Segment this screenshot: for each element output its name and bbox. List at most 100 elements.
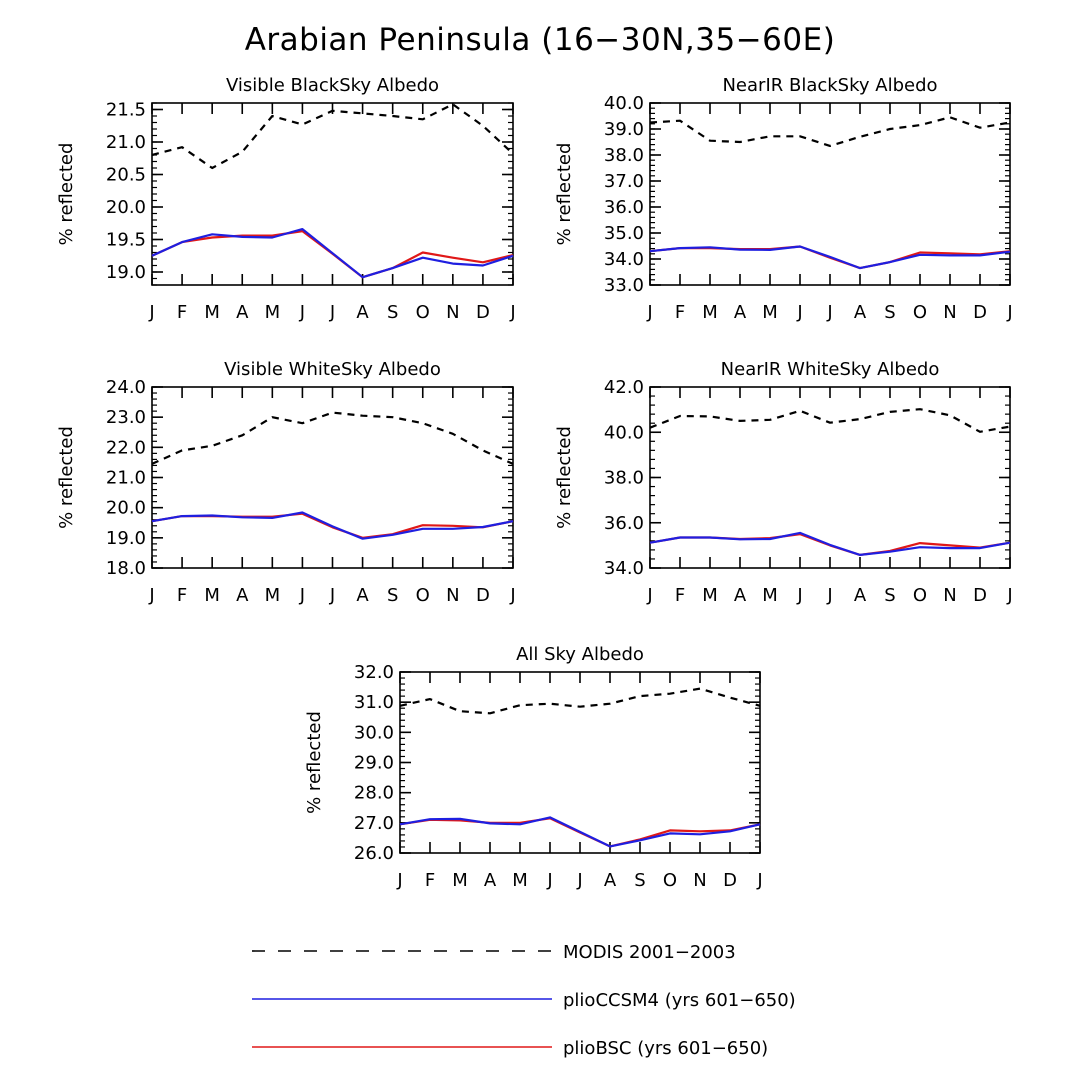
- y-tick-label: 24.0: [106, 377, 146, 398]
- x-tick-label: M: [762, 302, 778, 323]
- series-pliocsm4-line: [399, 816, 761, 848]
- x-tick-label: D: [973, 302, 987, 323]
- y-tick-label: 21.5: [106, 100, 146, 121]
- y-tick-label: 27.0: [354, 813, 394, 834]
- x-tick-label: D: [723, 870, 737, 891]
- y-tick-label: 37.0: [604, 171, 644, 192]
- y-tick-label: 20.0: [106, 197, 146, 218]
- x-tick-label: F: [675, 302, 685, 323]
- x-tick-label: J: [148, 585, 154, 606]
- series-pliocsm4-line: [649, 245, 1011, 270]
- x-tick-label: N: [446, 585, 459, 606]
- chart-title: Visible BlackSky Albedo: [226, 75, 439, 96]
- series-pliocsm4-line: [151, 511, 514, 540]
- y-tick-label: 34.0: [604, 558, 644, 579]
- y-tick-label: 30.0: [354, 722, 394, 743]
- x-tick-label: J: [329, 302, 335, 323]
- x-tick-label: J: [1006, 585, 1012, 606]
- x-tick-label: D: [973, 585, 987, 606]
- x-tick-label: J: [329, 585, 335, 606]
- y-tick-label: 20.0: [106, 498, 146, 519]
- chart-title: NearIR BlackSky Albedo: [722, 75, 937, 96]
- x-tick-label: J: [509, 585, 515, 606]
- y-tick-label: 38.0: [604, 145, 644, 166]
- y-tick-label: 42.0: [604, 377, 644, 398]
- y-tick-label: 40.0: [604, 422, 644, 443]
- x-tick-label: M: [204, 585, 220, 606]
- y-tick-label: 33.0: [604, 275, 644, 296]
- chart-title: All Sky Albedo: [516, 644, 644, 665]
- chart-title: Visible WhiteSky Albedo: [224, 359, 441, 380]
- x-tick-label: A: [236, 302, 249, 323]
- x-tick-label: M: [265, 585, 281, 606]
- y-tick-label: 31.0: [354, 692, 394, 713]
- x-tick-label: J: [826, 302, 832, 323]
- x-tick-label: N: [446, 302, 459, 323]
- series-pliocsm4-line: [649, 531, 1011, 557]
- y-tick-label: 35.0: [604, 223, 644, 244]
- y-tick-label: 21.0: [106, 132, 146, 153]
- y-tick-label: 29.0: [354, 753, 394, 774]
- x-tick-label: S: [884, 585, 895, 606]
- x-tick-label: A: [734, 302, 747, 323]
- x-tick-label: M: [512, 870, 528, 891]
- legend-modis-label: MODIS 2001−2003: [563, 942, 736, 963]
- legend-bsc-label: plioBSC (yrs 601−650): [563, 1038, 768, 1059]
- y-tick-label: 32.0: [354, 662, 394, 683]
- series-modis-line: [649, 408, 1011, 433]
- y-tick-label: 18.0: [106, 558, 146, 579]
- x-tick-label: O: [416, 302, 430, 323]
- y-tick-label: 36.0: [604, 197, 644, 218]
- x-tick-label: F: [425, 870, 435, 891]
- x-tick-label: S: [387, 585, 398, 606]
- x-tick-label: N: [943, 585, 956, 606]
- x-tick-label: A: [356, 302, 369, 323]
- x-tick-label: O: [913, 302, 927, 323]
- y-axis-label: % reflected: [56, 426, 77, 529]
- plot-frame: [151, 386, 514, 569]
- x-tick-label: J: [796, 585, 802, 606]
- x-tick-label: M: [204, 302, 220, 323]
- x-tick-label: A: [854, 302, 867, 323]
- x-tick-label: F: [675, 585, 685, 606]
- x-tick-label: J: [299, 585, 305, 606]
- x-tick-label: A: [484, 870, 497, 891]
- x-tick-label: F: [177, 585, 187, 606]
- y-tick-label: 39.0: [604, 119, 644, 140]
- x-tick-label: O: [663, 870, 677, 891]
- x-tick-label: A: [356, 585, 369, 606]
- x-tick-label: J: [396, 870, 402, 891]
- series-pliocsm4-line: [151, 228, 514, 279]
- x-tick-label: M: [702, 585, 718, 606]
- y-tick-label: 19.5: [106, 230, 146, 251]
- y-axis-label: % reflected: [56, 143, 77, 246]
- x-tick-label: A: [604, 870, 617, 891]
- x-tick-label: A: [734, 585, 747, 606]
- x-tick-label: J: [646, 585, 652, 606]
- x-tick-label: D: [476, 302, 490, 323]
- y-axis-label: % reflected: [554, 426, 575, 529]
- x-tick-label: F: [177, 302, 187, 323]
- y-tick-label: 19.0: [106, 262, 146, 283]
- x-tick-label: J: [756, 870, 762, 891]
- x-tick-label: M: [702, 302, 718, 323]
- y-tick-label: 34.0: [604, 249, 644, 270]
- series-modis-line: [151, 411, 514, 465]
- y-tick-label: 40.0: [604, 93, 644, 114]
- figure-title: Arabian Peninsula (16−30N,35−60E): [244, 22, 836, 58]
- x-tick-label: J: [796, 302, 802, 323]
- x-tick-label: J: [1006, 302, 1012, 323]
- plot-frame: [399, 671, 761, 854]
- y-axis-label: % reflected: [554, 143, 575, 246]
- series-modis-line: [399, 687, 761, 715]
- x-tick-label: M: [762, 585, 778, 606]
- x-tick-label: J: [546, 870, 552, 891]
- plot-frame: [649, 386, 1011, 569]
- x-tick-label: J: [646, 302, 652, 323]
